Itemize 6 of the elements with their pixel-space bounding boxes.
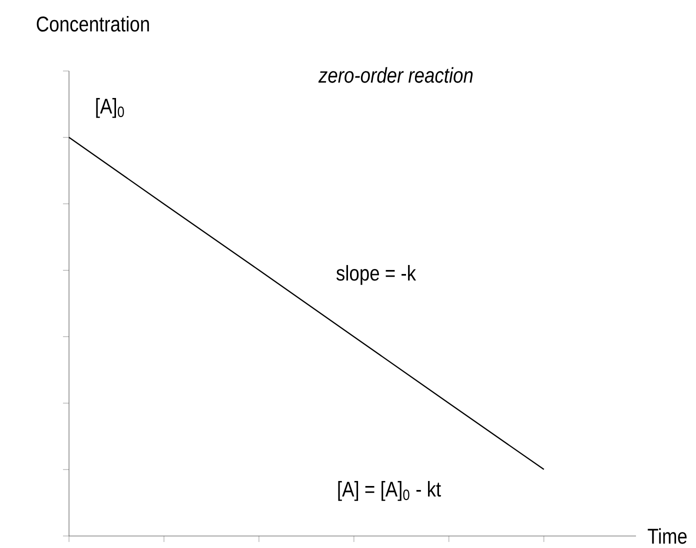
chart-title: zero-order reaction	[318, 67, 473, 83]
x-axis-title: Time	[648, 528, 687, 544]
text: [A]$_{0}$	[96, 98, 124, 118]
annotation: slope = -k	[336, 265, 416, 285]
annotation: [A] = [A]$_{0}$ - kt	[338, 481, 441, 501]
y-axis-title: Concentration	[36, 16, 149, 32]
